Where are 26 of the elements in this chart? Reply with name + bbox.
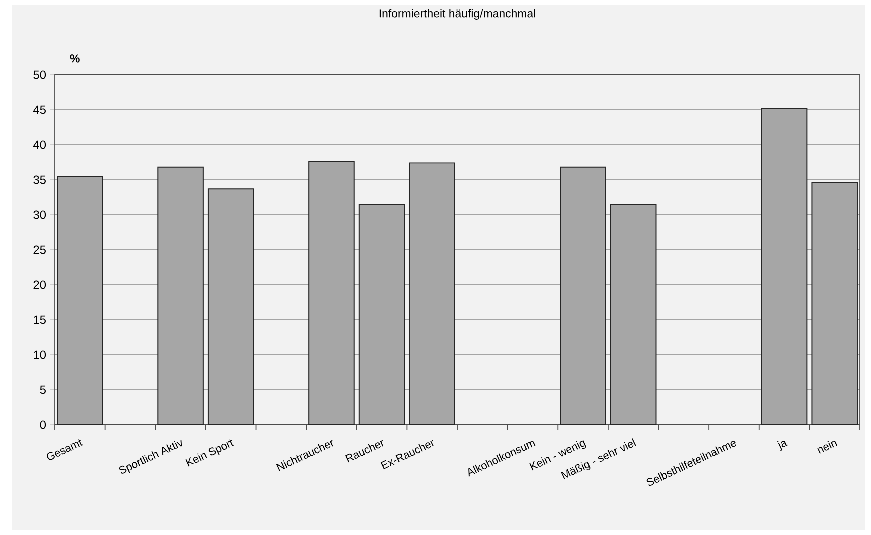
y-tick-label: 50 [34,70,46,80]
y-tick-label: 35 [34,176,46,184]
y-tick-label: 25 [34,246,46,254]
bar [358,204,406,425]
bar [308,161,355,425]
bar [761,108,808,425]
y-axis-title: % [70,54,80,63]
y-tick-label: 45 [33,106,46,114]
bar [158,166,204,425]
y-tick-label: 30 [34,210,46,220]
bar [610,204,657,425]
x-tick-label: nein [818,440,838,454]
y-tick-label: 20 [34,280,46,290]
y-tick-label: 0 [40,420,46,430]
bar [409,162,456,425]
y-tick-label: 10 [34,350,46,360]
x-tick-label: ja [777,441,788,452]
y-tick-label: 5 [40,386,46,394]
chart-title: Informiertheit häufig/manchmal [380,9,536,20]
bar [560,166,606,425]
x-tick-label: Kein Sport [186,440,234,467]
bar [812,182,858,425]
bar [208,188,254,425]
bar [57,176,104,425]
y-tick-label: 15 [34,316,46,324]
y-tick-label: 40 [33,140,46,150]
